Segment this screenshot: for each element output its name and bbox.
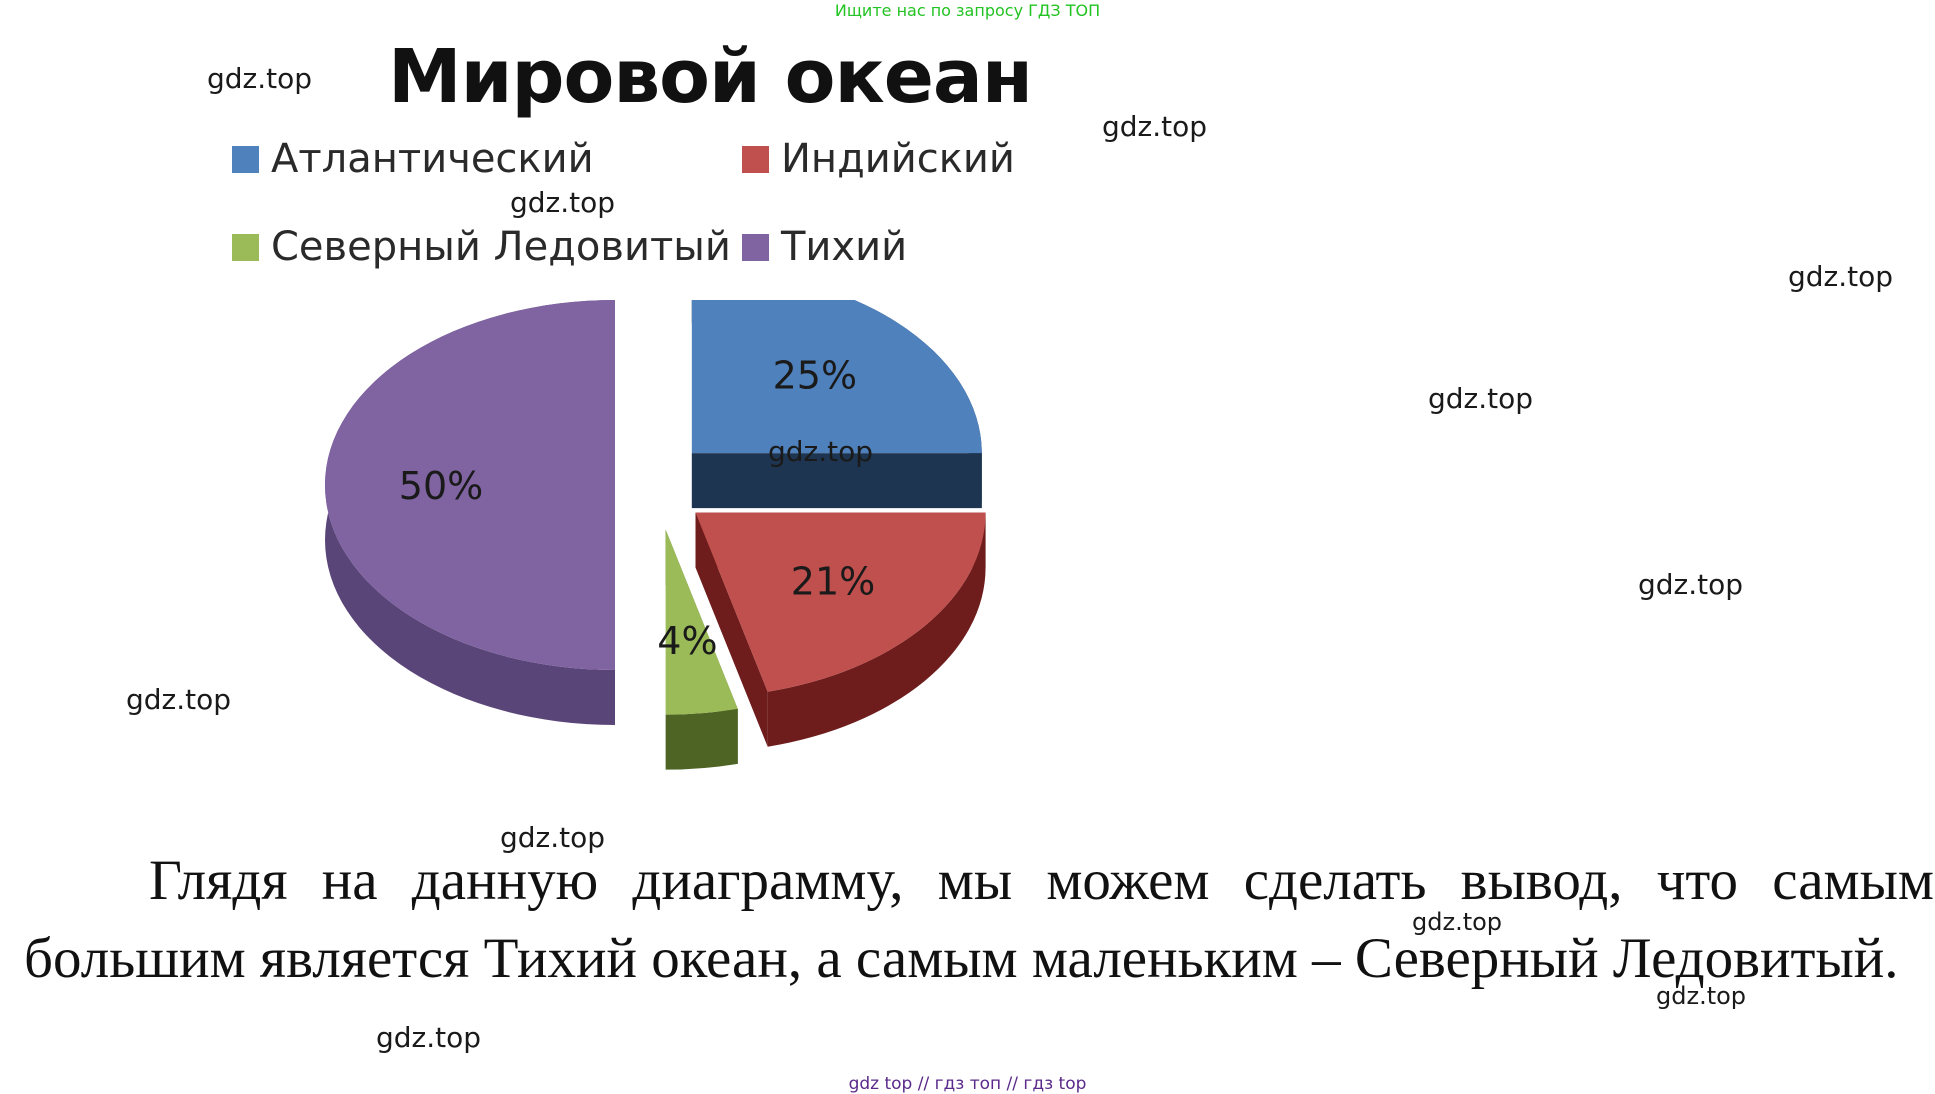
top-banner: Ищите нас по запросу ГДЗ ТОП [834, 1, 1101, 20]
pie-chart: 25% 21% 4% 50% [325, 300, 986, 770]
legend-item: Тихий [742, 224, 907, 270]
watermark: gdz.top [1412, 908, 1503, 936]
watermark: gdz.top [1102, 110, 1208, 143]
watermark: gdz.top [510, 186, 616, 219]
slice-top [325, 300, 615, 670]
watermark: gdz.top [500, 821, 606, 854]
data-label: 25% [773, 354, 857, 398]
watermark: gdz.top [1788, 260, 1894, 293]
slice-side-wall [665, 708, 738, 770]
data-label: 4% [657, 619, 717, 663]
slice-indian [695, 512, 986, 747]
legend-item: Северный Ледовитый [232, 224, 731, 270]
slice-cut-wall [695, 512, 768, 747]
slice-top [665, 529, 738, 715]
slice-pacific [325, 300, 615, 725]
legend-label: Северный Ледовитый [271, 224, 731, 270]
chart-legend: Атлантический Индийский Северный Ледовит… [232, 136, 1052, 286]
watermark: gdz.top [768, 435, 874, 468]
slice-top [695, 512, 986, 692]
watermark: gdz.top [376, 1021, 482, 1054]
watermark: gdz.top [207, 62, 313, 95]
legend-label: Индийский [781, 136, 1015, 182]
watermark: gdz.top [1638, 568, 1744, 601]
legend-swatch [742, 233, 769, 261]
slice-atlantic [691, 300, 982, 509]
legend-swatch [742, 145, 769, 173]
legend-label: Тихий [781, 224, 908, 270]
legend-item: Индийский [742, 136, 1015, 182]
slice-cut-wall [691, 453, 982, 509]
legend-label: Атлантический [271, 136, 594, 182]
chart-title: Мировой океан [388, 34, 1033, 120]
conclusion-text: Глядя на данную диаграмму, мы можем сдел… [24, 849, 1934, 990]
slice-side-wall [767, 512, 986, 747]
legend-swatch [232, 233, 259, 261]
watermark: gdz.top [1656, 982, 1747, 1010]
legend-swatch [232, 145, 259, 173]
data-label: 50% [399, 464, 483, 508]
watermark: gdz.top [1428, 382, 1534, 415]
watermark: gdz.top [126, 683, 232, 716]
data-label: 21% [791, 560, 875, 604]
legend-item: Атлантический [232, 136, 594, 182]
footer-links: gdz top // гдз топ // гдз top [848, 1074, 1087, 1094]
slice-top [691, 300, 982, 454]
slice-arctic [665, 529, 738, 770]
